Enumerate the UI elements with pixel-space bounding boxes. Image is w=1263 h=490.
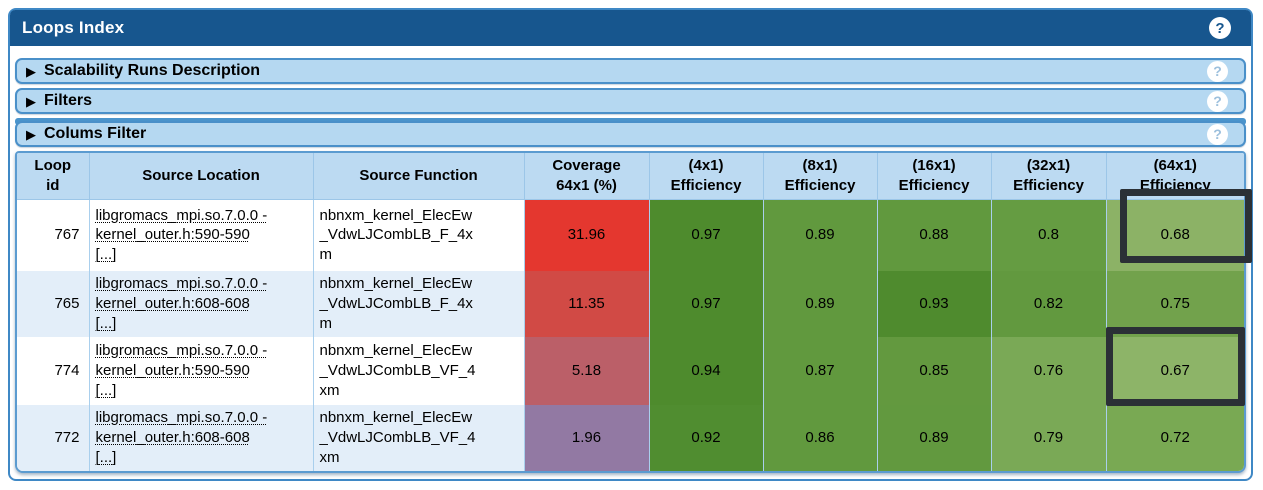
source-location-link[interactable]: libgromacs_mpi.so.7.0.0 - kernel_outer.h…	[95, 342, 268, 380]
efficiency-cell-4x1: 0.92	[648, 405, 763, 471]
efficiency-cell-64x1: 0.68	[1105, 199, 1244, 271]
panel-header: Loops Index ?	[10, 10, 1251, 46]
efficiency-cell-16x1: 0.89	[876, 405, 991, 471]
col-header-16x1-efficiency: (16x1) Efficiency	[876, 153, 991, 200]
accordion-filters[interactable]: ▶ Filters ?	[15, 88, 1246, 114]
efficiency-cell-16x1: 0.93	[876, 271, 991, 337]
efficiency-cell-4x1: 0.97	[648, 271, 763, 337]
loops-index-panel: Loops Index ? ▶ Scalability Runs Descrip…	[8, 8, 1253, 481]
table-header-row: Loop id Source Location Source Function …	[17, 153, 1244, 200]
efficiency-cell-64x1: 0.67	[1105, 337, 1244, 405]
help-icon[interactable]: ?	[1209, 17, 1231, 39]
table-row: 772 libgromacs_mpi.so.7.0.0 - kernel_out…	[17, 405, 1244, 471]
col-header-8x1-efficiency: (8x1) Efficiency	[762, 153, 877, 200]
coverage-cell: 1.96	[523, 405, 649, 471]
col-header-loop-id: Loop id	[17, 153, 89, 200]
expand-location-link[interactable]: [...]	[95, 314, 117, 332]
loop-id-cell: 774	[17, 337, 89, 405]
efficiency-cell-8x1: 0.86	[762, 405, 877, 471]
page-title: Loops Index	[22, 18, 125, 37]
source-function-cell: nbnxm_kernel_ElecEw _VdwLJCombLB_F_4x m	[312, 199, 524, 271]
table-row: 767 libgromacs_mpi.so.7.0.0 - kernel_out…	[17, 199, 1244, 271]
chevron-right-icon: ▶	[26, 63, 36, 79]
accordion-label: Scalability Runs Description	[44, 62, 261, 79]
col-header-source-location: Source Location	[88, 153, 313, 200]
source-location-cell: libgromacs_mpi.so.7.0.0 - kernel_outer.h…	[88, 405, 313, 471]
accordion-label: Colums Filter	[44, 125, 147, 142]
loop-id-cell: 767	[17, 199, 89, 271]
efficiency-cell-4x1: 0.97	[648, 199, 763, 271]
chevron-right-icon: ▶	[26, 93, 36, 109]
expand-location-link[interactable]: [...]	[95, 381, 117, 399]
efficiency-cell-32x1: 0.76	[990, 337, 1106, 405]
help-icon[interactable]: ?	[1207, 90, 1228, 112]
col-header-coverage: Coverage 64x1 (%)	[523, 153, 649, 200]
col-header-32x1-efficiency: (32x1) Efficiency	[990, 153, 1106, 200]
efficiency-cell-16x1: 0.85	[876, 337, 991, 405]
accordion-label: Filters	[44, 92, 93, 109]
efficiency-cell-64x1: 0.72	[1105, 405, 1244, 471]
source-location-cell: libgromacs_mpi.so.7.0.0 - kernel_outer.h…	[88, 337, 313, 405]
accordion-colums-filter[interactable]: ▶ Colums Filter ?	[15, 121, 1246, 147]
efficiency-cell-16x1: 0.88	[876, 199, 991, 271]
col-header-4x1-efficiency: (4x1) Efficiency	[648, 153, 763, 200]
col-header-source-function: Source Function	[312, 153, 524, 200]
loop-id-cell: 765	[17, 271, 89, 337]
loop-id-cell: 772	[17, 405, 89, 471]
coverage-cell: 5.18	[523, 337, 649, 405]
efficiency-cell-8x1: 0.87	[762, 337, 877, 405]
col-header-64x1-efficiency: (64x1) Efficiency	[1105, 153, 1244, 200]
source-location-link[interactable]: libgromacs_mpi.so.7.0.0 - kernel_outer.h…	[95, 206, 268, 244]
table-row: 774 libgromacs_mpi.so.7.0.0 - kernel_out…	[17, 337, 1244, 405]
expand-location-link[interactable]: [...]	[95, 448, 117, 466]
source-location-cell: libgromacs_mpi.so.7.0.0 - kernel_outer.h…	[88, 271, 313, 337]
source-location-cell: libgromacs_mpi.so.7.0.0 - kernel_outer.h…	[88, 199, 313, 271]
table-row: 765 libgromacs_mpi.so.7.0.0 - kernel_out…	[17, 271, 1244, 337]
loops-table: Loop id Source Location Source Function …	[17, 153, 1244, 471]
efficiency-cell-32x1: 0.79	[990, 405, 1106, 471]
help-icon[interactable]: ?	[1207, 60, 1228, 82]
panel-content: ▶ Scalability Runs Description ? ▶ Filte…	[10, 46, 1251, 473]
accordion-scalability-runs-description[interactable]: ▶ Scalability Runs Description ?	[15, 58, 1246, 84]
source-location-link[interactable]: libgromacs_mpi.so.7.0.0 - kernel_outer.h…	[95, 275, 268, 313]
efficiency-cell-8x1: 0.89	[762, 271, 877, 337]
coverage-cell: 11.35	[523, 271, 649, 337]
source-function-cell: nbnxm_kernel_ElecEw _VdwLJCombLB_VF_4 xm	[312, 405, 524, 471]
efficiency-cell-32x1: 0.82	[990, 271, 1106, 337]
help-icon[interactable]: ?	[1207, 123, 1228, 145]
chevron-right-icon: ▶	[26, 126, 36, 142]
source-function-cell: nbnxm_kernel_ElecEw _VdwLJCombLB_F_4x m	[312, 271, 524, 337]
efficiency-cell-8x1: 0.89	[762, 199, 877, 271]
coverage-cell: 31.96	[523, 199, 649, 271]
efficiency-cell-64x1: 0.75	[1105, 271, 1244, 337]
efficiency-cell-32x1: 0.8	[990, 199, 1106, 271]
expand-location-link[interactable]: [...]	[95, 246, 117, 264]
loops-table-container: Loop id Source Location Source Function …	[15, 151, 1246, 473]
efficiency-cell-4x1: 0.94	[648, 337, 763, 405]
source-location-link[interactable]: libgromacs_mpi.so.7.0.0 - kernel_outer.h…	[95, 409, 268, 447]
source-function-cell: nbnxm_kernel_ElecEw _VdwLJCombLB_VF_4 xm	[312, 337, 524, 405]
